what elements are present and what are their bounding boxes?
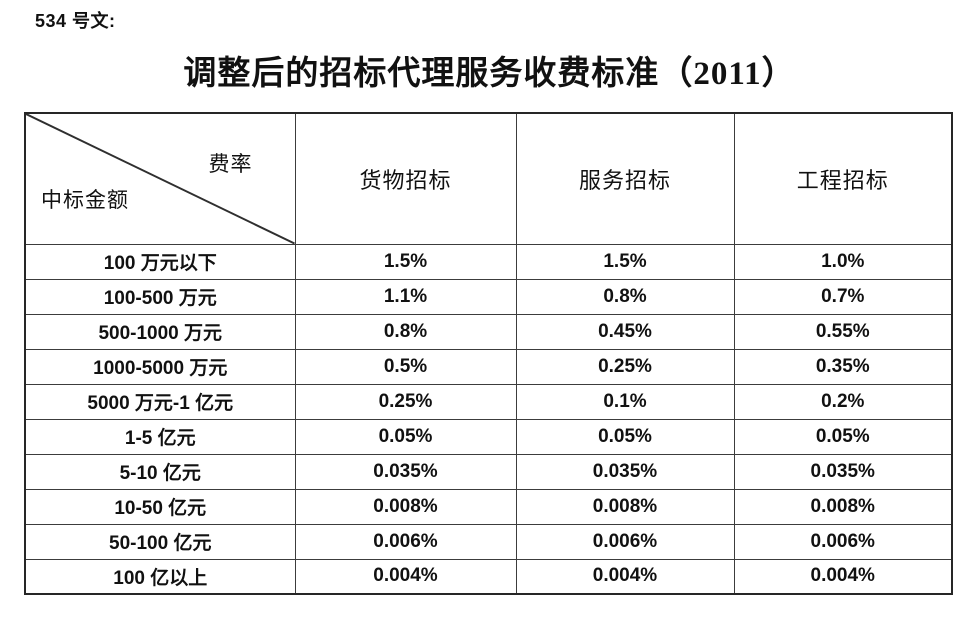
table-header-row: 费率 中标金额 货物招标 服务招标 工程招标 xyxy=(24,112,953,245)
rate-cell: 0.035% xyxy=(515,453,735,490)
rate-cell: 1.5% xyxy=(294,243,517,280)
rate-cell: 0.05% xyxy=(294,418,517,455)
rate-cell: 0.2% xyxy=(733,383,953,420)
amount-range-cell: 1000-5000 万元 xyxy=(24,348,296,385)
rate-cell: 0.008% xyxy=(733,488,953,525)
amount-range-cell: 100 亿以上 xyxy=(24,558,296,595)
rate-cell: 1.0% xyxy=(733,243,953,280)
table-row: 1-5 亿元 0.05% 0.05% 0.05% xyxy=(24,418,953,455)
rate-cell: 0.008% xyxy=(294,488,517,525)
rate-cell: 1.1% xyxy=(294,278,517,315)
rate-cell: 0.45% xyxy=(515,313,735,350)
rate-cell: 0.006% xyxy=(294,523,517,560)
fee-rate-table: 费率 中标金额 货物招标 服务招标 工程招标 100 万元以下 1.5% 1.5… xyxy=(24,112,953,595)
amount-range-cell: 100-500 万元 xyxy=(24,278,296,315)
doc-number: 534 号文: xyxy=(35,11,116,31)
page-title: 调整后的招标代理服务收费标准（2011） xyxy=(183,56,796,92)
amount-range-cell: 1-5 亿元 xyxy=(24,418,296,455)
amount-range-cell: 5000 万元-1 亿元 xyxy=(24,383,296,420)
amount-range-cell: 50-100 亿元 xyxy=(24,523,296,560)
rate-cell: 0.8% xyxy=(294,313,517,350)
rate-cell: 0.7% xyxy=(733,278,953,315)
rate-cell: 0.05% xyxy=(515,418,735,455)
table-row: 1000-5000 万元 0.5% 0.25% 0.35% xyxy=(24,348,953,385)
diagonal-divider-line xyxy=(26,114,294,243)
rate-cell: 0.004% xyxy=(515,558,735,595)
table-row: 5-10 亿元 0.035% 0.035% 0.035% xyxy=(24,453,953,490)
amount-range-cell: 5-10 亿元 xyxy=(24,453,296,490)
amount-range-cell: 10-50 亿元 xyxy=(24,488,296,525)
rate-cell: 0.006% xyxy=(515,523,735,560)
rate-cell: 0.5% xyxy=(294,348,517,385)
column-header-engineering-bidding: 工程招标 xyxy=(733,112,953,245)
rate-cell: 0.55% xyxy=(733,313,953,350)
rate-cell: 0.05% xyxy=(733,418,953,455)
rate-cell: 0.1% xyxy=(515,383,735,420)
table-row: 50-100 亿元 0.006% 0.006% 0.006% xyxy=(24,523,953,560)
rate-cell: 0.004% xyxy=(733,558,953,595)
corner-label-bid-amount: 中标金额 xyxy=(41,188,129,212)
table-row: 5000 万元-1 亿元 0.25% 0.1% 0.2% xyxy=(24,383,953,420)
corner-header-cell: 费率 中标金额 xyxy=(24,112,296,245)
amount-range-cell: 500-1000 万元 xyxy=(24,313,296,350)
table-row: 10-50 亿元 0.008% 0.008% 0.008% xyxy=(24,488,953,525)
column-header-service-bidding: 服务招标 xyxy=(515,112,735,245)
corner-label-fee-rate: 费率 xyxy=(208,152,253,176)
rate-cell: 0.25% xyxy=(515,348,735,385)
rate-cell: 0.25% xyxy=(294,383,517,420)
rate-cell: 0.035% xyxy=(294,453,517,490)
rate-cell: 0.004% xyxy=(294,558,517,595)
rate-cell: 1.5% xyxy=(515,243,735,280)
rate-cell: 0.006% xyxy=(733,523,953,560)
table-row: 100 万元以下 1.5% 1.5% 1.0% xyxy=(24,243,953,280)
amount-range-cell: 100 万元以下 xyxy=(24,243,296,280)
column-header-goods-bidding: 货物招标 xyxy=(294,112,517,245)
rate-cell: 0.8% xyxy=(515,278,735,315)
rate-cell: 0.35% xyxy=(733,348,953,385)
table-row: 100 亿以上 0.004% 0.004% 0.004% xyxy=(24,558,953,595)
rate-cell: 0.035% xyxy=(733,453,953,490)
table-row: 500-1000 万元 0.8% 0.45% 0.55% xyxy=(24,313,953,350)
rate-cell: 0.008% xyxy=(515,488,735,525)
table-row: 100-500 万元 1.1% 0.8% 0.7% xyxy=(24,278,953,315)
